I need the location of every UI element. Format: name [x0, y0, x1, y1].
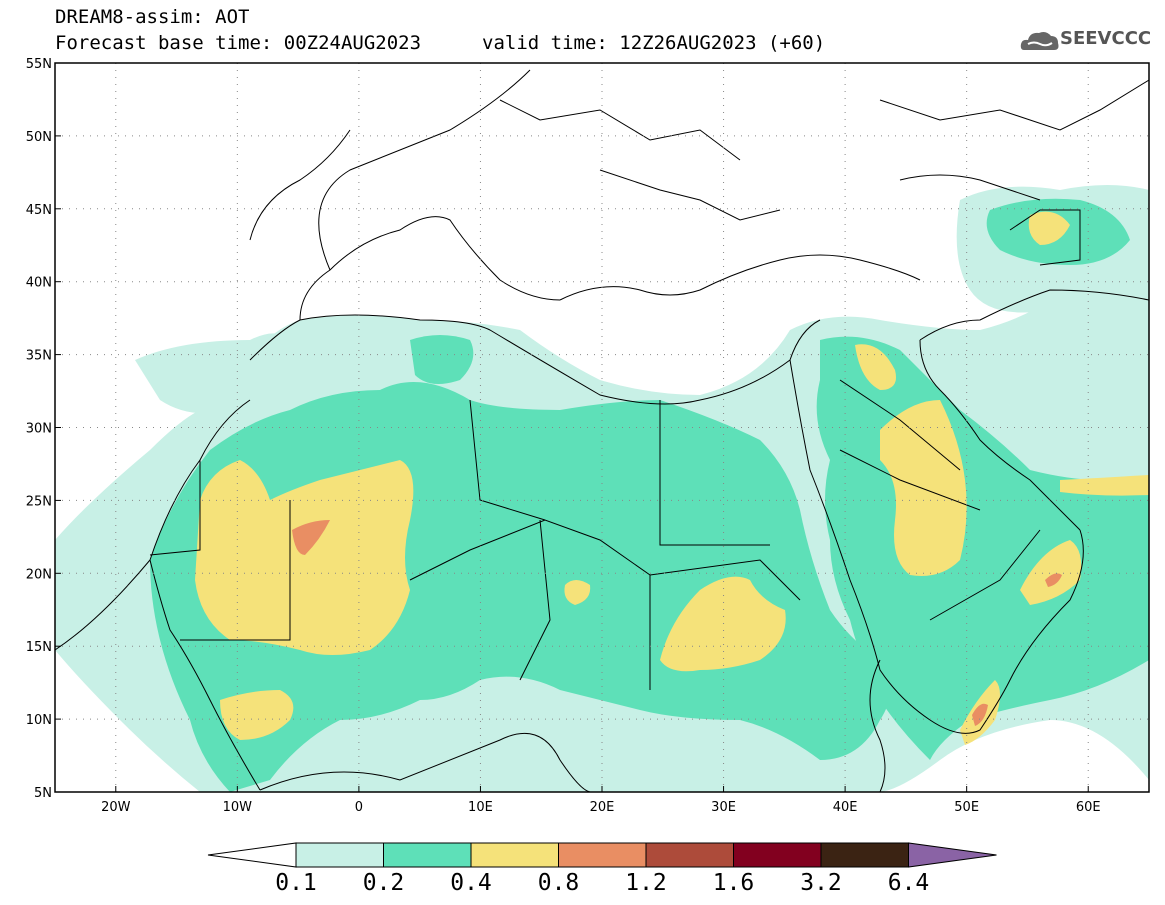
lat-label: 40N [26, 276, 52, 291]
lon-label: 20E [590, 800, 615, 815]
lon-label: 0 [355, 800, 363, 815]
aot-0.2-region-atlas [410, 335, 474, 384]
forecast-base-time: Forecast base time: 00Z24AUG2023 [55, 32, 422, 54]
lat-label: 35N [26, 349, 52, 364]
lat-label: 5N [34, 786, 52, 801]
lat-label: 25N [26, 494, 52, 509]
aot-0.1-region-sahara-north [135, 333, 300, 414]
aot-0.8-region-mali [292, 520, 330, 555]
lon-label: 10E [468, 800, 493, 815]
lat-label: 55N [26, 57, 52, 72]
country-borders [55, 69, 1149, 792]
colorbar-min-arrow [207, 842, 297, 868]
lon-label: 20W [101, 800, 131, 815]
colorbar-label: 1.2 [625, 870, 667, 896]
colorbar-label: 3.2 [800, 870, 842, 896]
lon-label: 40E [833, 800, 858, 815]
lat-label: 15N [26, 640, 52, 655]
colorbar-label: 1.6 [712, 870, 755, 896]
lat-labels: 55N 50N 45N 40N 35N 30N 25N 20N 15N 10N 5N [26, 57, 61, 801]
map-title: DREAM8-assim: AOT [55, 6, 250, 28]
colorbar-box [558, 842, 647, 868]
lat-label: 30N [26, 422, 52, 437]
aot-0.4-region-westafrica [220, 690, 294, 740]
lat-label: 50N [26, 130, 52, 145]
colorbar-label: 0.4 [450, 870, 492, 896]
aot-0.4-region-arabia [880, 400, 967, 576]
aot-0.4-region-sudan [660, 576, 786, 672]
colorbar-label: 6.4 [887, 870, 930, 896]
colorbar [207, 842, 997, 868]
colorbar-max-arrow [908, 842, 997, 868]
lat-label: 45N [26, 203, 52, 218]
cloud-logo-icon [1020, 32, 1059, 50]
aot-0.4-region-aral [1028, 211, 1070, 245]
aot-0.4-region-oman [1020, 540, 1082, 605]
colorbar-box [820, 842, 909, 868]
colorbar-label: 0.1 [275, 870, 317, 896]
aot-0.8-region-oman [1045, 573, 1062, 587]
lon-label: 30E [711, 800, 736, 815]
lat-label: 20N [26, 567, 52, 582]
aot-0.8-region-somalia [972, 703, 988, 726]
lon-labels: 20W 10W 0 10E 20E 30E 40E 50E 60E [101, 786, 1101, 815]
colorbar-box [645, 842, 734, 868]
logo-text: SEEVCCC [1060, 28, 1152, 49]
colorbar-label: 0.8 [537, 870, 580, 896]
colorbar-box [470, 842, 559, 868]
aot-0.4-region-iraq [855, 344, 896, 390]
colorbar-label: 0.2 [362, 870, 405, 896]
lon-label: 50E [954, 800, 979, 815]
valid-time: valid time: 12Z26AUG2023 (+60) [482, 32, 826, 54]
graticule [55, 63, 1149, 792]
aot-field [55, 69, 1149, 792]
colorbar-box [383, 842, 472, 868]
aot-0.4-region-gulf [1060, 475, 1149, 496]
colorbar-box [295, 842, 384, 868]
aot-0.4-region-chad [564, 580, 591, 605]
lat-label: 10N [26, 713, 52, 728]
aot-0.4-region-west [195, 460, 414, 655]
colorbar-box [733, 842, 822, 868]
lon-label: 60E [1076, 800, 1101, 815]
lon-label: 10W [223, 800, 253, 815]
